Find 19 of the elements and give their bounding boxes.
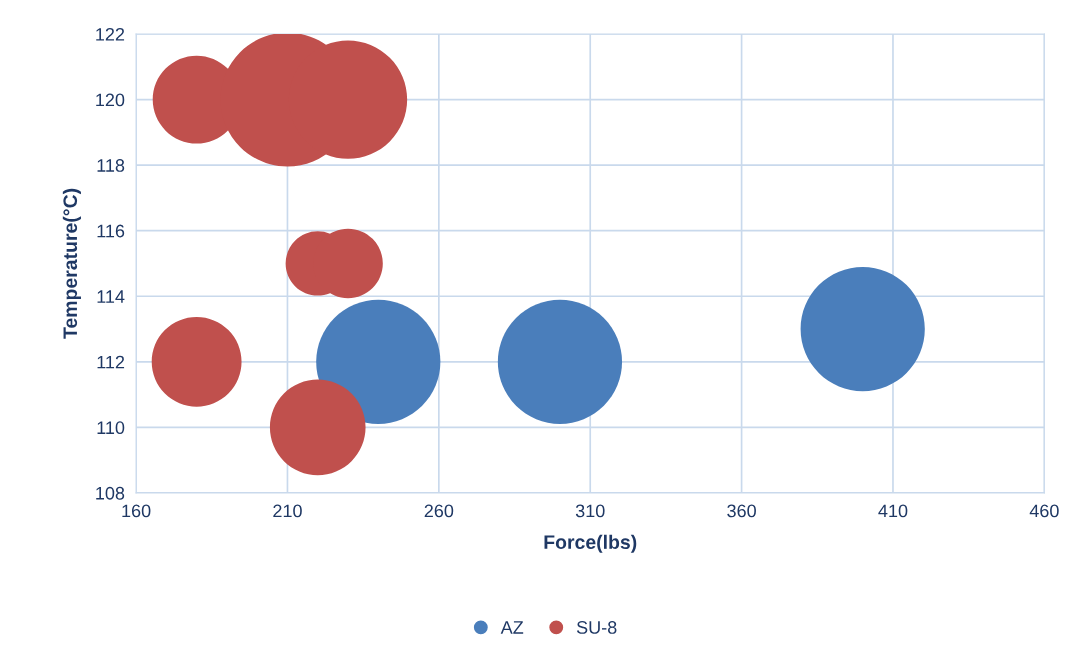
y-tick-label: 110 <box>97 421 125 435</box>
legend-label: SU-8 <box>576 621 617 634</box>
y-tick-label: 108 <box>96 486 125 500</box>
x-tick-label: 210 <box>273 504 302 518</box>
y-tick-label: 120 <box>96 93 125 107</box>
y-axis-title: Temperature(°C) <box>62 188 81 339</box>
x-tick-label: 410 <box>878 504 908 518</box>
legend-label: AZ <box>500 621 524 634</box>
x-tick-label: 160 <box>122 504 151 518</box>
y-tick-label: 116 <box>97 224 125 238</box>
x-tick-label: 360 <box>727 504 756 518</box>
y-tick-label: 112 <box>97 355 125 369</box>
y-tick-label: 114 <box>97 290 125 303</box>
x-axis-title: Force(lbs) <box>544 534 637 553</box>
x-tick-label: 460 <box>1029 504 1059 518</box>
x-tick-label: 310 <box>575 504 605 518</box>
y-tick-label: 118 <box>97 159 125 172</box>
y-tick-label: 122 <box>96 27 125 41</box>
x-tick-label: 260 <box>424 504 454 518</box>
